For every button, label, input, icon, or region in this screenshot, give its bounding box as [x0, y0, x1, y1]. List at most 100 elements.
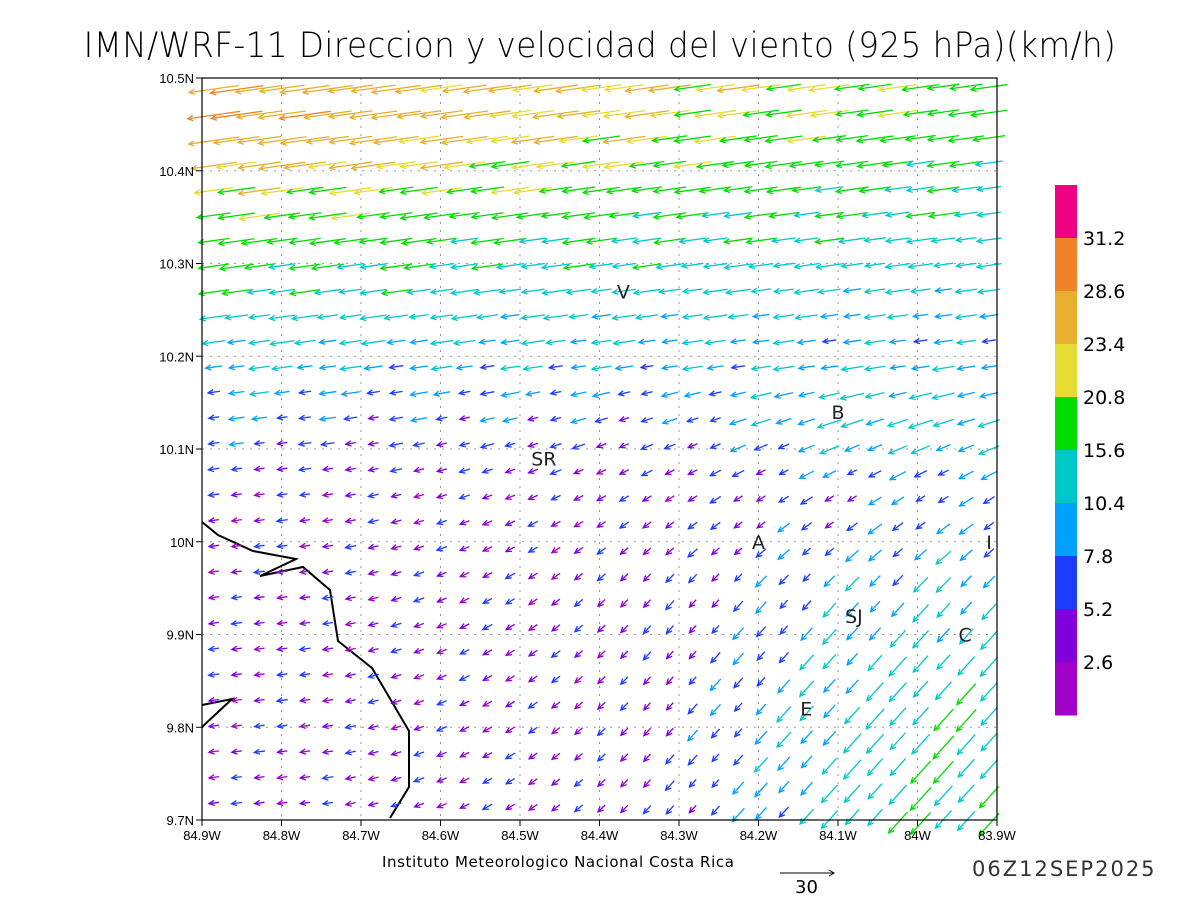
wind-arrow [753, 782, 768, 798]
wind-arrow [321, 748, 334, 755]
wind-arrow [344, 749, 356, 756]
wind-arrow [778, 574, 790, 586]
wind-arrow [570, 364, 586, 371]
wind-arrow [189, 161, 237, 172]
wind-arrow [207, 774, 220, 781]
wind-arrow [821, 337, 837, 345]
wind-arrow [686, 729, 699, 742]
wind-arrow [867, 523, 883, 535]
wind-arrow [800, 781, 813, 797]
wind-arrow [664, 521, 675, 529]
wind-arrow [260, 187, 304, 196]
wind-arrow [660, 391, 679, 399]
wind-arrow [367, 621, 379, 628]
y-tick-label: 10N [170, 535, 194, 550]
wind-arrow [755, 601, 767, 615]
wind-arrow [481, 545, 493, 552]
wind-arrow [527, 803, 538, 811]
wind-arrow [912, 706, 930, 726]
wind-arrow [390, 518, 402, 525]
wind-arrow [665, 573, 675, 584]
wind-arrow [799, 496, 813, 505]
wind-arrow [709, 495, 722, 504]
wind-arrow [729, 391, 746, 398]
wind-arrow [619, 650, 629, 660]
wind-arrow [888, 470, 907, 481]
wind-arrow [867, 654, 883, 672]
wind-arrow [275, 697, 288, 704]
wind-arrow [208, 85, 264, 96]
wind-arrow [550, 520, 561, 527]
wind-arrow [399, 212, 438, 221]
wind-arrow [688, 650, 697, 660]
wind-arrow [436, 802, 447, 809]
wind-arrow [764, 135, 803, 144]
coastline-main [201, 521, 410, 819]
wind-arrow [344, 594, 356, 602]
wind-arrow [278, 110, 331, 121]
wind-arrow [511, 161, 554, 171]
wind-arrow [884, 237, 911, 244]
wind-arrow [786, 135, 827, 144]
wind-arrow [527, 441, 539, 448]
wind-arrow [779, 625, 789, 635]
wind-arrow [863, 236, 886, 244]
wind-arrow [911, 733, 931, 755]
wind-arrow [197, 237, 230, 246]
wind-arrow [512, 84, 553, 93]
wind-arrow [207, 594, 220, 601]
wind-arrow [932, 418, 954, 428]
wind-arrow [846, 627, 859, 641]
wind-arrow [358, 288, 387, 296]
wind-arrow [824, 495, 835, 502]
wind-arrow [216, 186, 256, 196]
wind-arrow [403, 263, 434, 271]
wind-arrow [435, 415, 448, 422]
wind-arrow [867, 549, 882, 562]
y-tick-label: 10.4N [159, 164, 194, 179]
wind-arrow [693, 135, 736, 145]
wind-arrow [596, 521, 607, 528]
wind-arrow [772, 287, 794, 295]
wind-arrow [907, 419, 933, 430]
wind-arrow [481, 467, 493, 474]
wind-arrow [458, 467, 471, 474]
wind-arrow [793, 288, 820, 296]
wind-arrow [777, 522, 791, 533]
wind-arrow [665, 547, 675, 556]
wind-arrow [840, 365, 864, 373]
wind-arrow [865, 733, 885, 755]
wind-arrow [412, 518, 425, 525]
wind-arrow [367, 466, 379, 473]
wind-arrow [458, 751, 470, 758]
wind-arrow [711, 625, 720, 635]
wind-arrow [344, 800, 356, 807]
wind-arrow [982, 575, 996, 589]
wind-arrow [709, 416, 721, 423]
wind-arrow [298, 491, 311, 498]
wind-arrow [602, 109, 646, 119]
wind-arrow [499, 364, 520, 372]
wind-arrow [915, 521, 926, 530]
wind-arrow [367, 698, 379, 705]
wind-arrow [435, 441, 448, 448]
wind-arrow [238, 212, 280, 222]
wind-arrow [366, 492, 379, 499]
wind-arrow [273, 389, 290, 396]
wind-arrow [680, 262, 704, 269]
wind-arrow [665, 727, 674, 737]
wind-arrow [799, 808, 815, 826]
wind-arrow [439, 110, 489, 120]
wind-arrow [458, 803, 470, 809]
wind-arrow [887, 445, 908, 455]
scale-value: 30 [795, 877, 818, 898]
wind-arrow [481, 623, 493, 631]
wind-arrow [701, 211, 729, 219]
wind-arrow [596, 753, 606, 762]
wind-arrow [957, 758, 975, 779]
wind-arrow [779, 599, 789, 610]
wind-arrow [561, 237, 595, 246]
wind-arrow [834, 109, 869, 117]
wind-arrow [716, 109, 760, 119]
wind-arrow [340, 390, 360, 397]
